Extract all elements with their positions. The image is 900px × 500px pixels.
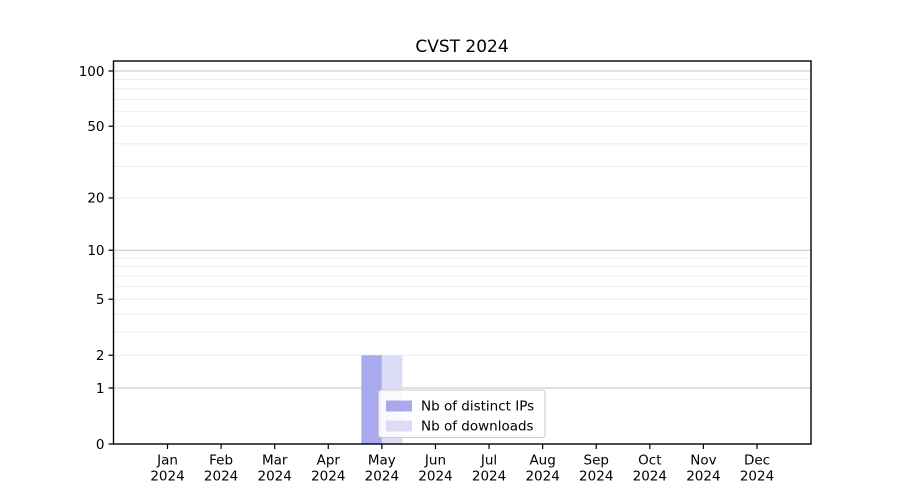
- x-tick-label-month: Jan: [156, 453, 178, 469]
- y-axis: 0 1 2 5 10 20 50 100: [79, 64, 114, 453]
- y-tick-label: 20: [87, 191, 104, 207]
- y-tick-label: 100: [79, 64, 105, 80]
- x-tick-label-year: 2024: [365, 469, 399, 485]
- x-tick-label-year: 2024: [579, 469, 613, 485]
- x-tick-label-year: 2024: [686, 469, 720, 485]
- x-tick-label-year: 2024: [418, 469, 452, 485]
- legend-swatch-downloads: [386, 420, 412, 432]
- y-tick-label: 0: [96, 437, 105, 453]
- x-tick-label-year: 2024: [472, 469, 506, 485]
- legend-label-downloads: Nb of downloads: [421, 419, 534, 435]
- x-axis: Jan2024Feb2024Mar2024Apr2024May2024Jun20…: [150, 444, 774, 485]
- x-tick-label-month: Mar: [262, 453, 288, 469]
- x-tick-label-month: Jun: [424, 453, 446, 469]
- x-tick-label-year: 2024: [740, 469, 774, 485]
- minor-gridlines: [113, 78, 811, 356]
- y-tick-label: 2: [96, 348, 105, 364]
- legend: Nb of distinct IPs Nb of downloads: [378, 389, 546, 438]
- plot-frame: [112, 60, 812, 445]
- x-tick-label-year: 2024: [633, 469, 667, 485]
- x-tick-label-month: Jul: [480, 453, 497, 469]
- bar-distinct-ips: [361, 355, 382, 444]
- y-tick-label: 1: [96, 381, 105, 397]
- x-tick-label-month: Aug: [529, 453, 555, 469]
- x-tick-label-month: Oct: [638, 453, 661, 469]
- x-tick-label-month: Sep: [584, 453, 609, 469]
- x-tick-label-year: 2024: [258, 469, 292, 485]
- x-tick-label-year: 2024: [204, 469, 238, 485]
- legend-box: [378, 389, 546, 438]
- y-tick-label: 5: [96, 292, 105, 308]
- x-tick-label-year: 2024: [525, 469, 559, 485]
- x-tick-label-month: Dec: [744, 453, 770, 469]
- x-tick-label-month: May: [368, 453, 396, 469]
- legend-label-distinct-ips: Nb of distinct IPs: [421, 399, 534, 415]
- x-tick-label-month: Apr: [317, 453, 341, 469]
- x-tick-label-month: Nov: [690, 453, 716, 469]
- x-tick-label-year: 2024: [150, 469, 184, 485]
- y-tick-label: 10: [87, 243, 104, 259]
- y-tick-label: 50: [87, 119, 104, 135]
- chart-title: CVST 2024: [415, 37, 508, 57]
- legend-swatch-distinct-ips: [386, 400, 412, 412]
- x-tick-label-year: 2024: [311, 469, 345, 485]
- major-gridlines: [113, 70, 811, 389]
- x-tick-label-month: Feb: [209, 453, 233, 469]
